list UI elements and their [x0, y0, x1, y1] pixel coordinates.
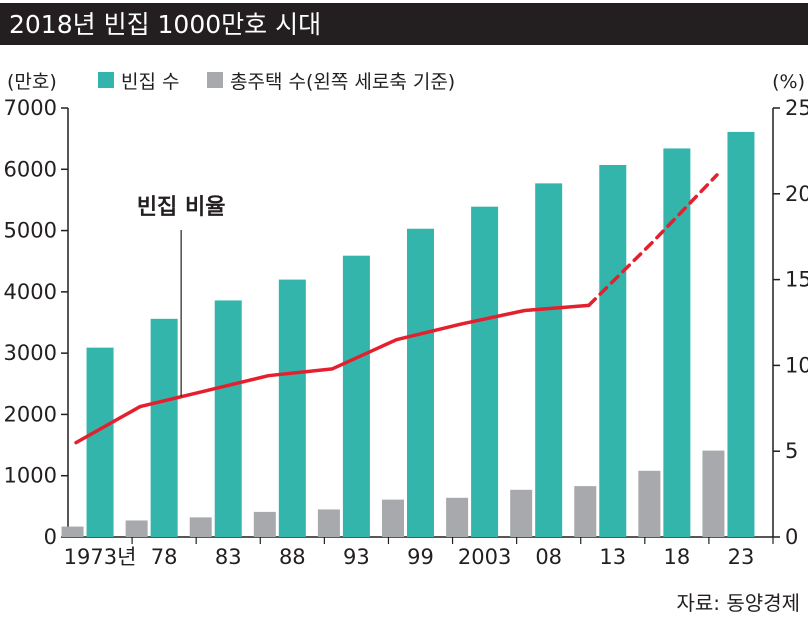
left-axis-tick-label: 5000	[4, 219, 57, 243]
left-axis-tick-label: 2000	[4, 402, 57, 426]
bar-total-homes	[189, 517, 212, 537]
bar-vacant-homes	[727, 131, 755, 537]
x-axis-category-label: 23	[728, 545, 755, 569]
legend-label-vacant-homes: 빈집 수	[121, 71, 179, 93]
x-axis-category-label: 83	[215, 545, 242, 569]
bar-vacant-homes	[535, 183, 563, 538]
bar-total-homes	[574, 486, 597, 537]
x-axis-category-label: 93	[343, 545, 370, 569]
right-axis-unit: (%)	[772, 71, 805, 93]
x-axis-category-label: 78	[151, 545, 178, 569]
bar-vacant-homes	[278, 279, 306, 537]
x-axis-category-label: 88	[279, 545, 306, 569]
bar-vacant-homes	[86, 347, 114, 537]
x-axis-category-label: 13	[599, 545, 626, 569]
x-axis-category-label: 1973년	[64, 545, 137, 569]
left-axis-tick-label: 4000	[4, 280, 57, 304]
bar-vacant-homes	[214, 300, 242, 537]
bar-total-homes	[317, 509, 340, 537]
vacancy-rate-line-projected	[587, 173, 719, 308]
x-axis-category-label: 08	[535, 545, 562, 569]
annotation-vacancy-rate: 빈집 비율	[137, 195, 226, 220]
bar-total-homes	[702, 450, 725, 537]
x-axis-category-label: 18	[663, 545, 690, 569]
bar-vacant-homes	[407, 228, 434, 538]
right-axis-tick-label: 15	[785, 268, 808, 292]
x-axis-category-label: 2003	[458, 545, 511, 569]
bar-vacant-homes	[663, 148, 691, 537]
left-axis-tick-label: 3000	[4, 341, 57, 365]
right-axis-tick-label: 20	[785, 182, 808, 206]
right-axis-tick-label: 25	[785, 96, 808, 120]
bar-total-homes	[61, 526, 84, 537]
left-axis-tick-label: 1000	[4, 464, 57, 488]
bar-total-homes	[382, 499, 404, 537]
left-axis-tick-label: 7000	[4, 96, 57, 120]
chart-title: 2018년 빈집 1000만호 시대	[9, 10, 321, 39]
bar-total-homes	[510, 489, 533, 537]
x-axis-category-label: 99	[407, 545, 434, 569]
legend-swatch-vacant-homes	[98, 72, 114, 88]
bar-vacant-homes	[150, 318, 178, 537]
title-banner	[0, 3, 808, 45]
legend-label-total-homes: 총주택 수(왼쪽 세로축 기준)	[230, 71, 455, 93]
vacancy-rate-line-actual	[74, 303, 591, 445]
left-axis-tick-label: 0	[44, 525, 57, 549]
bar-total-homes	[638, 470, 661, 537]
bar-total-homes	[253, 511, 276, 537]
left-axis-tick-label: 6000	[4, 157, 57, 181]
bar-vacant-homes	[599, 164, 627, 537]
source-note: 자료: 동양경제	[677, 591, 801, 615]
right-axis-tick-label: 10	[785, 353, 808, 377]
left-axis-unit: (만호)	[7, 71, 57, 93]
right-axis-tick-label: 0	[785, 525, 798, 549]
legend-swatch-total-homes	[207, 72, 223, 88]
bar-total-homes	[125, 520, 148, 537]
bar-total-homes	[446, 497, 469, 537]
bar-vacant-homes	[342, 255, 370, 537]
right-axis-tick-label: 5	[785, 439, 798, 463]
bar-vacant-homes	[471, 206, 499, 538]
